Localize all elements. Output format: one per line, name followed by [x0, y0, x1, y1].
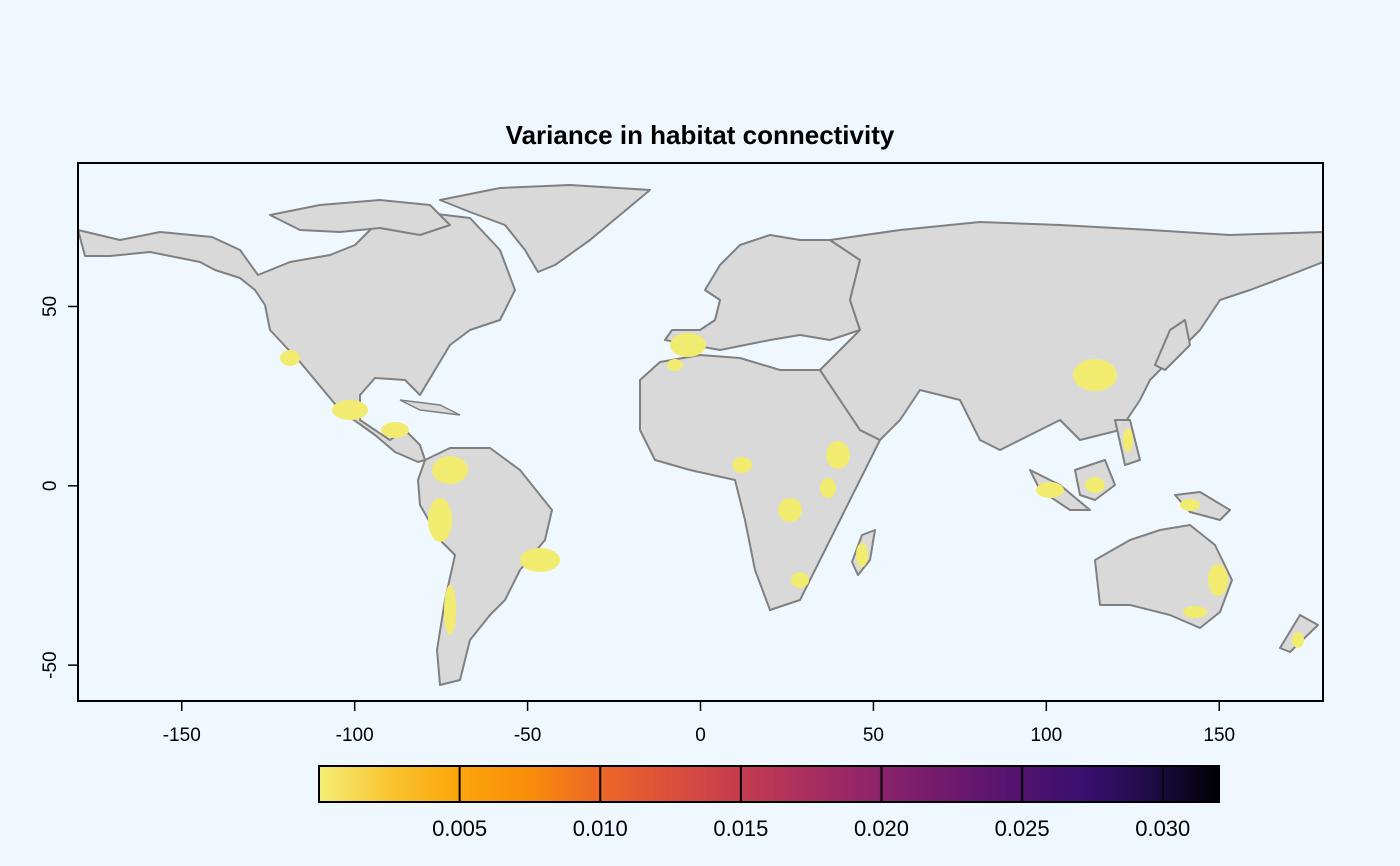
habitat-patch-philippines [1123, 428, 1133, 452]
x-tick-label: -100 [336, 725, 374, 746]
y-axis: -50 0 50 [40, 296, 78, 679]
legend-ticks: 0.005 0.010 0.015 0.020 0.025 0.030 [432, 766, 1190, 841]
habitat-patch-chile [444, 585, 456, 635]
habitat-patch-australia-south [1183, 606, 1207, 618]
habitat-patch-sumatra [1036, 482, 1064, 498]
habitat-patch-ethiopia [826, 441, 850, 469]
y-tick-label: -50 [40, 651, 61, 678]
legend-tick-label: 0.010 [573, 816, 628, 841]
habitat-patch-west-africa [732, 457, 752, 473]
x-tick-label: -150 [163, 725, 201, 746]
north-america [78, 211, 516, 463]
australia [1094, 524, 1233, 629]
habitat-patch-central-america [381, 422, 409, 438]
x-tick-label: 150 [1203, 725, 1235, 746]
habitat-patch-madagascar [856, 543, 868, 567]
x-tick-label: -50 [514, 725, 541, 746]
legend-tick-label: 0.015 [713, 816, 768, 841]
x-tick-label: 50 [863, 725, 884, 746]
legend-tick-label: 0.030 [1135, 816, 1190, 841]
habitat-patch-mexico [332, 400, 368, 420]
legend-tick-label: 0.005 [432, 816, 487, 841]
habitat-patch-iberia [670, 333, 706, 357]
habitat-patch-south-africa [791, 572, 809, 588]
habitat-patch-kenya [820, 478, 836, 498]
x-axis: -150 -100 -50 0 50 100 150 [163, 701, 1235, 746]
habitat-patch-borneo [1085, 477, 1105, 493]
habitat-patch-new-zealand [1292, 632, 1304, 648]
y-tick-label: 0 [40, 481, 61, 492]
habitat-patch-california [280, 350, 300, 366]
legend-tick-label: 0.020 [854, 816, 909, 841]
habitat-patch-australia-east [1208, 564, 1228, 596]
x-tick-label: 100 [1030, 725, 1062, 746]
habitat-patch-colombia [432, 456, 468, 484]
habitat-patch-congo [778, 498, 802, 522]
arctic-islands [269, 199, 451, 236]
japan [1154, 319, 1191, 371]
asia [819, 221, 1323, 451]
africa [639, 354, 881, 611]
habitat-patch-andes [428, 498, 452, 542]
caribbean [399, 399, 461, 416]
habitat-patch-brazil [520, 548, 560, 572]
y-tick-label: 50 [40, 296, 61, 317]
legend-tick-label: 0.025 [995, 816, 1050, 841]
landmasses [78, 184, 1323, 686]
habitat-patch-china [1073, 359, 1117, 391]
europe [664, 234, 861, 351]
greenland [439, 184, 651, 273]
habitat-patches [280, 333, 1304, 648]
x-tick-label: 0 [695, 725, 706, 746]
habitat-patch-morocco [667, 359, 683, 371]
habitat-patch-new-guinea [1180, 499, 1200, 511]
legend-colorbar [318, 765, 1220, 803]
map-title: Variance in habitat connectivity [505, 120, 895, 150]
